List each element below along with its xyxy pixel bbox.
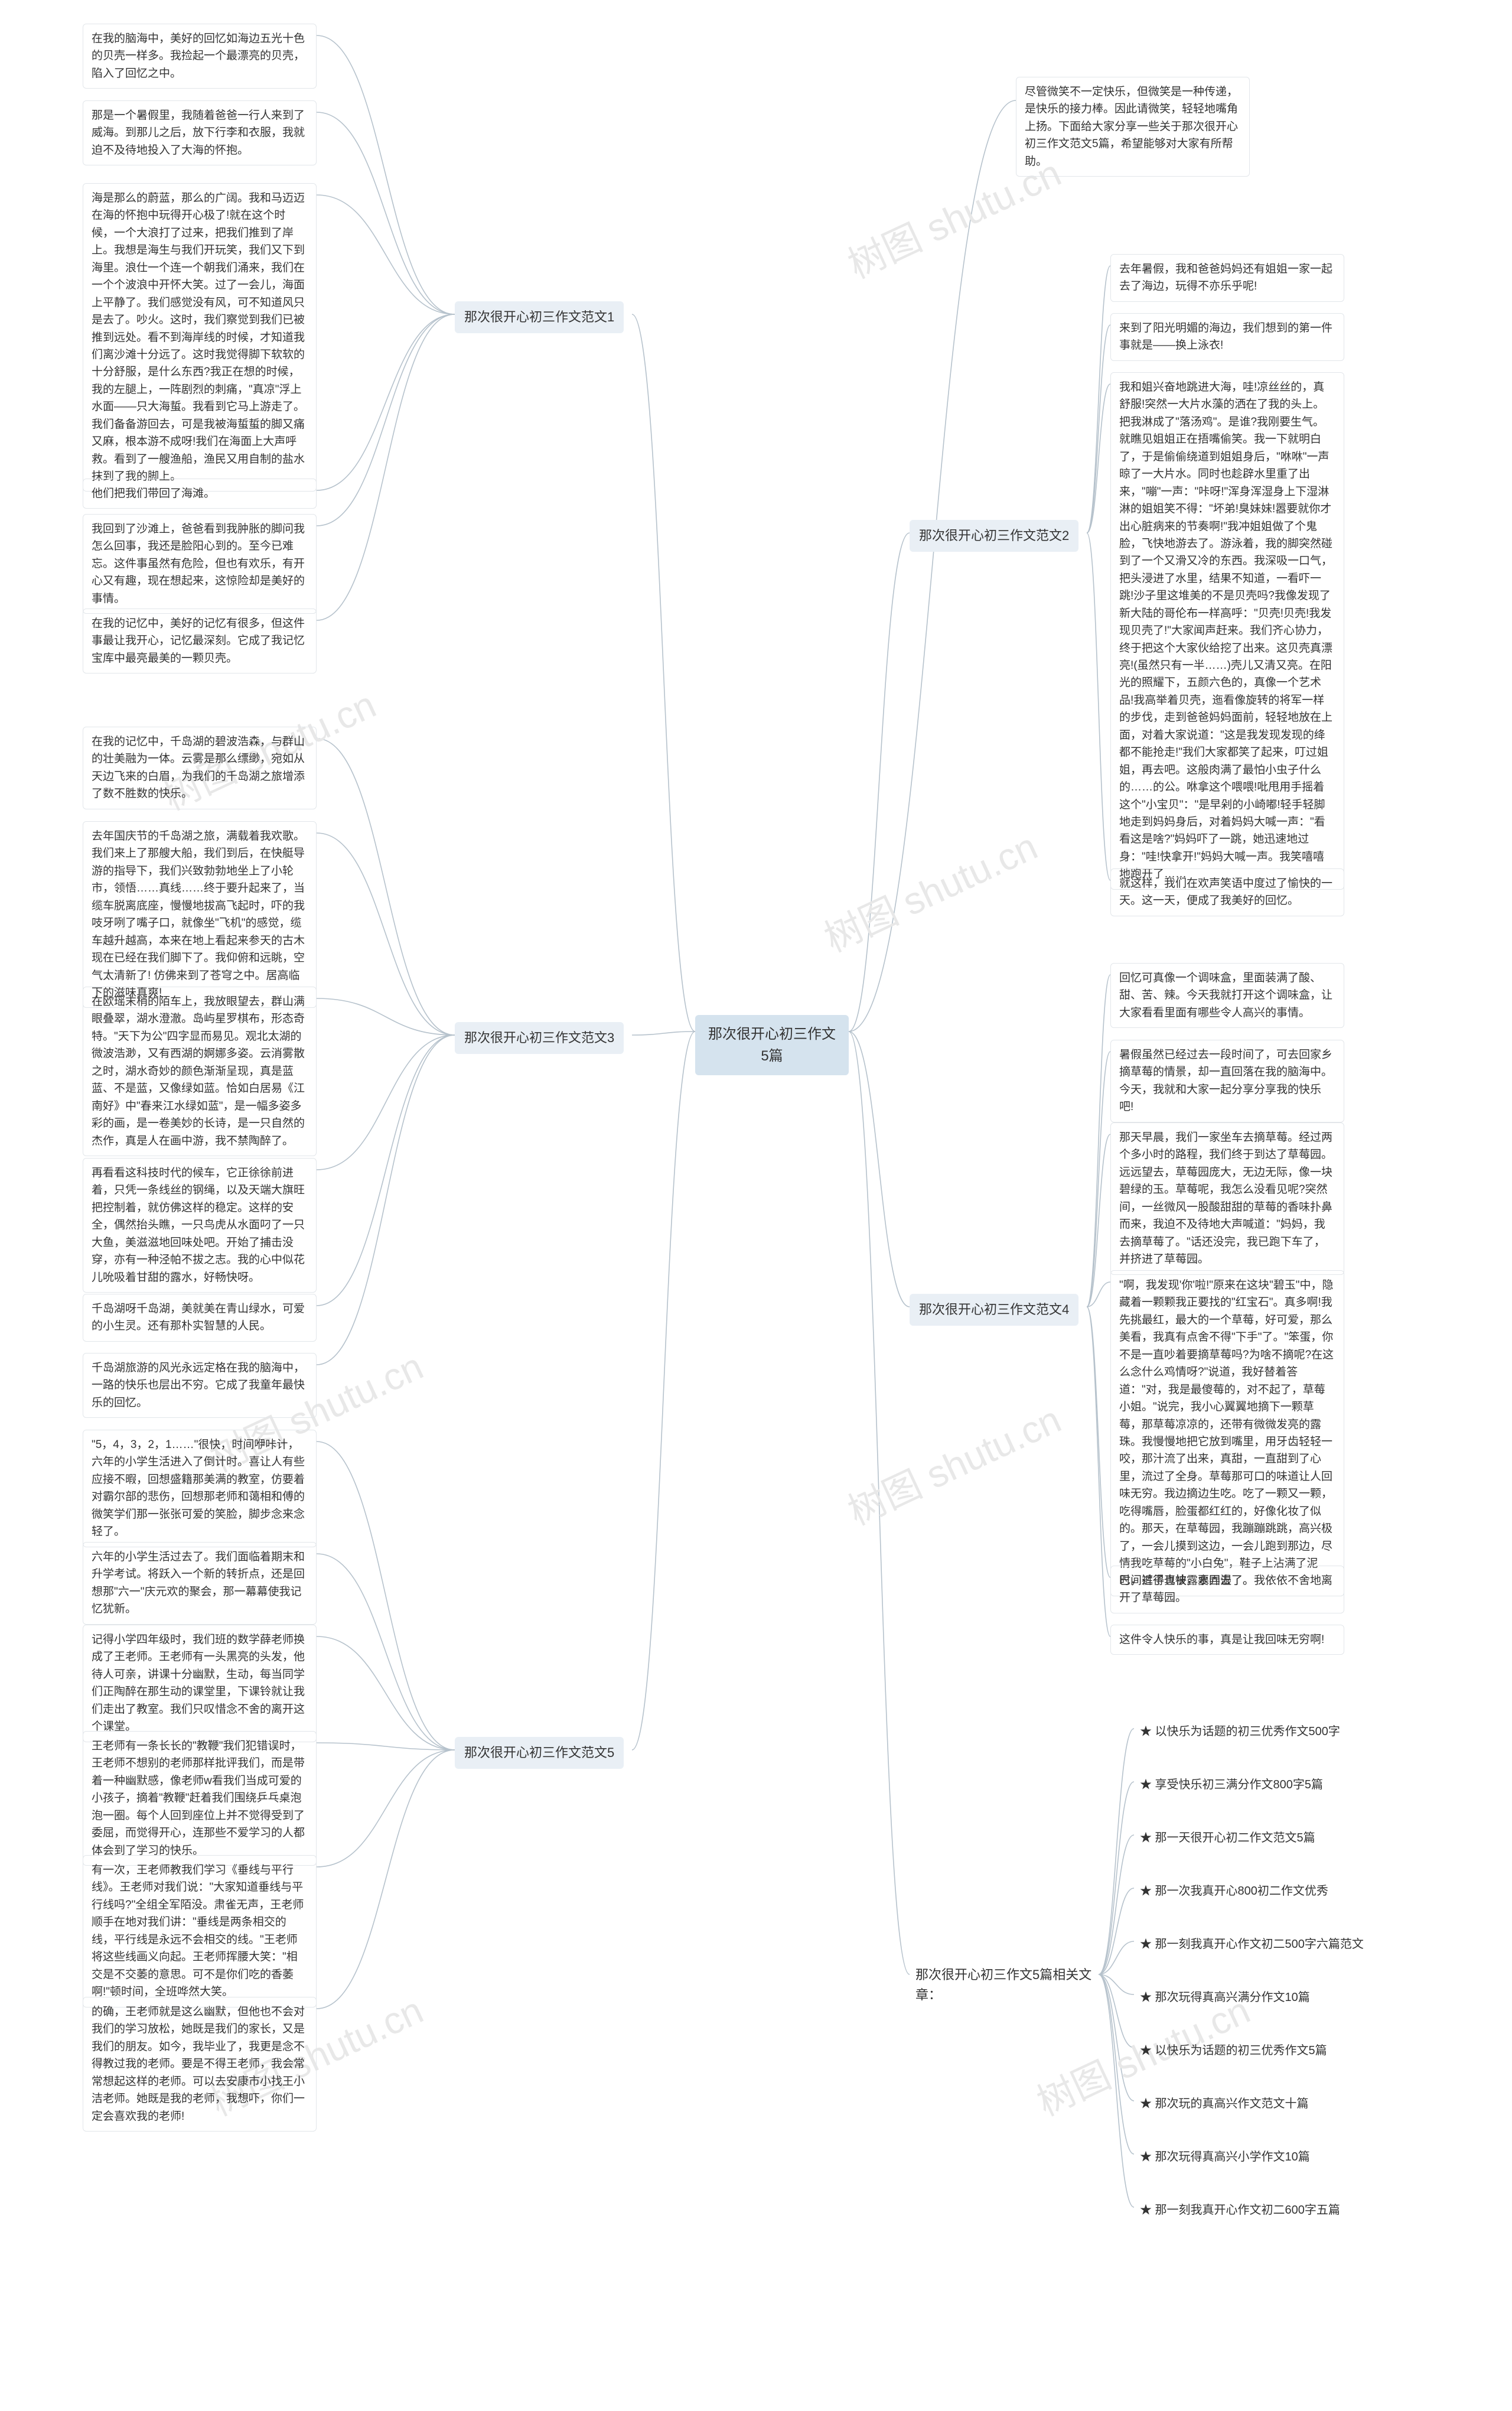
leaf-essay4-0: 回忆可真像一个调味盒，里面装满了酸、甜、苦、辣。今天我就打开这个调味盒，让大家看… (1110, 963, 1344, 1028)
leaf-essay2-1: 来到了阳光明媚的海边，我们想到的第一件事就是——换上泳衣! (1110, 313, 1344, 361)
leaf-essay1-2: 海是那么的蔚蓝，那么的广阔。我和马迈迈在海的怀抱中玩得开心极了!就在这个时候，一… (83, 183, 317, 492)
leaf-essay5-3: 王老师有一条长长的"教鞭"我们犯错误时，王老师不想别的老师那样批评我们，而是带着… (83, 1731, 317, 1866)
leaf-essay3-3: 再看看这科技时代的候车，它正徐徐前进着，只凭一条线丝的钢绳，以及天端大旗旺把控制… (83, 1158, 317, 1293)
leaf-essay1-4: 我回到了沙滩上，爸爸看到我肿胀的脚问我怎么回事，我还是脸阳心到的。至今已难忘。这… (83, 514, 317, 614)
watermark: 树图 shutu.cn (838, 1390, 1068, 1535)
leaf-essay2-2: 我和姐兴奋地跳进大海，哇!凉丝丝的，真舒服!突然一大片水藻的洒在了我的头上。把我… (1110, 372, 1344, 890)
leaf-essay4-5: 这件令人快乐的事，真是让我回味无穷啊! (1110, 1625, 1344, 1655)
leaf-essay4-4: 时间过得真快，要回去了。我依依不舍地离开了草莓园。 (1110, 1566, 1344, 1613)
watermark: 树图 shutu.cn (814, 816, 1045, 962)
leaf-essay3-2: 在欧瑶末梢的陌车上，我放眼望去，群山满眼叠翠，湖水澄澈。岛屿星罗棋布，形态奇特。… (83, 987, 317, 1156)
leaf-essay1-0: 在我的脑海中，美好的回忆如海边五光十色的贝壳一样多。我捡起一个最漂亮的贝壳，陷入… (83, 24, 317, 89)
related-link-1[interactable]: ★ 享受快乐初三满分作文800字5篇 (1134, 1772, 1329, 1798)
leaf-essay4-1: 暑假虽然已经过去一段时间了，可去回家乡摘草莓的情景，却一直回落在我的脑海中。今天… (1110, 1040, 1344, 1122)
branch-essay2[interactable]: 那次很开心初三作文范文2 (910, 520, 1078, 552)
leaf-essay5-1: 六年的小学生活过去了。我们面临着期末和升学考试。将跃入一个新的转折点，还是回想那… (83, 1542, 317, 1625)
leaf-essay4-2: 那天早晨，我们一家坐车去摘草莓。经过两个多小时的路程，我们终于到达了草莓园。远远… (1110, 1122, 1344, 1275)
related-link-0[interactable]: ★ 以快乐为话题的初三优秀作文500字 (1134, 1719, 1346, 1745)
leaf-essay1-3: 他们把我们带回了海滩。 (83, 479, 317, 509)
leaf-essay5-0: "5，4，3，2，1……"很快，时间咿咔计，六年的小学生活进入了倒计时。喜让人有… (83, 1430, 317, 1547)
leaf-essay3-4: 千岛湖呀千岛湖，美就美在青山绿水，可爱的小生灵。还有那朴实智慧的人民。 (83, 1294, 317, 1342)
leaf-intro-0: 尽管微笑不一定快乐，但微笑是一种传递，是快乐的接力棒。因此请微笑，轻轻地嘴角上扬… (1016, 77, 1250, 177)
leaf-essay1-1: 那是一个暑假里，我随着爸爸一行人来到了威海。到那儿之后，放下行李和衣服，我就迫不… (83, 100, 317, 165)
branch-essay5[interactable]: 那次很开心初三作文范文5 (455, 1737, 624, 1769)
leaf-essay1-5: 在我的记忆中，美好的记忆有很多，但这件事最让我开心，记忆最深刻。它成了我记忆宝库… (83, 609, 317, 673)
leaf-essay3-0: 在我的记忆中，千岛湖的碧波浩森，与群山的壮美融为一体。云雾是那么缥缈，宛如从天边… (83, 727, 317, 809)
related-link-7[interactable]: ★ 那次玩的真高兴作文范文十篇 (1134, 2091, 1315, 2117)
leaf-essay3-1: 去年国庆节的千岛湖之旅，满载着我欢歌。我们来上了那艘大船，我们到后，在快艇导游的… (83, 821, 317, 1008)
related-link-3[interactable]: ★ 那一次我真开心800初二作文优秀 (1134, 1879, 1334, 1904)
leaf-essay2-0: 去年暑假，我和爸爸妈妈还有姐姐一家一起去了海边，玩得不亦乐乎呢! (1110, 254, 1344, 302)
branch-essay3[interactable]: 那次很开心初三作文范文3 (455, 1022, 624, 1054)
related-link-6[interactable]: ★ 以快乐为话题的初三优秀作文5篇 (1134, 2038, 1333, 2064)
root-node[interactable]: 那次很开心初三作文5篇 (695, 1015, 849, 1075)
branch-essay1[interactable]: 那次很开心初三作文范文1 (455, 301, 624, 333)
related-link-8[interactable]: ★ 那次玩得真高兴小学作文10篇 (1134, 2145, 1316, 2170)
branch-essay4[interactable]: 那次很开心初三作文范文4 (910, 1294, 1078, 1326)
related-link-5[interactable]: ★ 那次玩得真高兴满分作文10篇 (1134, 1985, 1316, 2010)
related-link-9[interactable]: ★ 那一刻我真开心作文初二600字五篇 (1134, 2198, 1346, 2223)
leaf-essay3-5: 千岛湖旅游的风光永远定格在我的脑海中，一路的快乐也层出不穷。它成了我童年最快乐的… (83, 1353, 317, 1418)
leaf-essay5-2: 记得小学四年级时，我们班的数学薛老师换成了王老师。王老师有一头黑亮的头发，他待人… (83, 1625, 317, 1742)
leaf-essay5-4: 有一次，王老师教我们学习《垂线与平行线》。王老师对我们说："大家知道垂线与平行线… (83, 1855, 317, 2007)
leaf-essay5-5: 的确，王老师就是这么幽默，但他也不会对我们的学习放松，她既是我们的家长，又是我们… (83, 1997, 317, 2132)
leaf-essay2-3: 就这样，我们在欢声笑语中度过了愉快的一天。这一天，便成了我美好的回忆。 (1110, 868, 1344, 916)
branch-related[interactable]: 那次很开心初三作文5篇相关文章： (910, 1961, 1110, 2009)
leaf-essay4-3: "啊，我发现'你'啦!"原来在这块"碧玉"中，隐藏着一颗颗我正要找的"红宝石"。… (1110, 1270, 1344, 1596)
related-link-4[interactable]: ★ 那一刻我真开心作文初二500字六篇范文 (1134, 1932, 1370, 1957)
related-link-2[interactable]: ★ 那一天很开心初二作文范文5篇 (1134, 1826, 1321, 1851)
